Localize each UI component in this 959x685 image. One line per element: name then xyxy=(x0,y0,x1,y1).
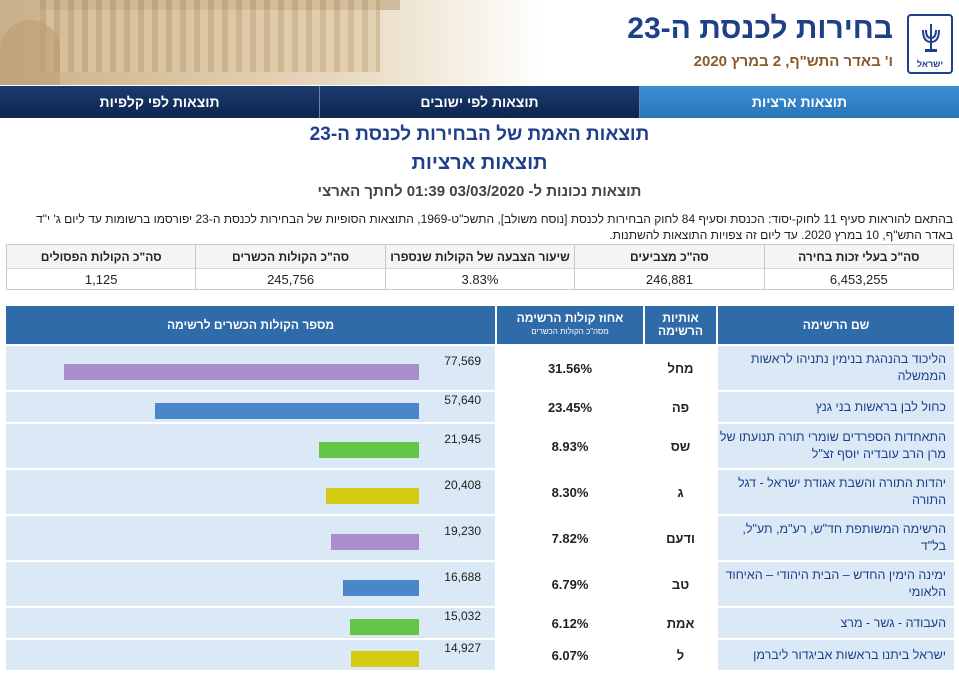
summary-label: סה"כ מצביעים xyxy=(575,245,764,269)
page-title: בחירות לכנסת ה-23 xyxy=(627,12,893,45)
vote-count: 15,032 xyxy=(444,609,481,623)
list-name[interactable]: הליכוד בהנהגת בנימין נתניהו לראשות הממשל… xyxy=(716,346,954,390)
vote-percentage: 8.30% xyxy=(495,470,643,514)
summary-label: שיעור הצבעה של הקולות שנספרו xyxy=(385,245,575,269)
results-updated-time: תוצאות נכונות ל- 03/03/2020 01:39 לחתך ה… xyxy=(317,183,642,200)
table-row[interactable]: ישראל ביתנו בראשות אביגדור ליברמן ל 6.07% 1… xyxy=(6,640,954,670)
summary-value: 246,881 xyxy=(575,269,764,289)
vote-percentage: 31.56% xyxy=(495,346,643,390)
vote-bar xyxy=(155,403,419,419)
list-name[interactable]: כחול לבן בראשות בני גנץ xyxy=(716,392,954,422)
list-letters: ודעם xyxy=(643,516,716,560)
header-list-name: שם הרשימה xyxy=(716,306,954,344)
knesset-photo xyxy=(0,0,545,85)
header-list-letters: אותיות הרשימה xyxy=(643,306,716,344)
table-row[interactable]: התאחדות הספרדים שומרי תורה תנועתו של מרן… xyxy=(6,424,954,468)
legal-note: בהתאם להוראות סעיף 11 לחוק-יסוד: הכנסת ו… xyxy=(36,212,953,242)
results-main-heading: תוצאות האמת של הבחירות לכנסת ה-23 xyxy=(309,124,650,145)
votes-bar-cell: 14,927 xyxy=(6,640,495,670)
summary-label: סה"כ הקולות הכשרים xyxy=(196,245,385,269)
vote-bar xyxy=(331,534,419,550)
votes-bar-cell: 57,640 xyxy=(6,392,495,422)
vote-percentage: 6.12% xyxy=(495,608,643,638)
tab-national-results[interactable]: תוצאות ארציות xyxy=(639,86,959,118)
page-header: ישראל בחירות לכנסת ה-23 ו' באדר התש"ף, 2… xyxy=(0,0,959,85)
vote-percentage: 8.93% xyxy=(495,424,643,468)
votes-bar-cell: 20,408 xyxy=(6,470,495,514)
main-nav: תוצאות ארציות תוצאות לפי ישובים תוצאות ל… xyxy=(0,86,959,118)
table-row[interactable]: העבודה - גשר - מרצ אמת 6.12% 15,032 xyxy=(6,608,954,638)
results-sub-heading: תוצאות ארציות xyxy=(411,152,548,174)
summary-turnout: שיעור הצבעה של הקולות שנספרו 3.83% xyxy=(384,245,575,289)
table-row[interactable]: יהדות התורה והשבת אגודת ישראל - דגל התור… xyxy=(6,470,954,514)
tab-results-by-locality[interactable]: תוצאות לפי ישובים xyxy=(319,86,639,118)
votes-bar-cell: 19,230 xyxy=(6,516,495,560)
summary-value: 6,453,255 xyxy=(764,269,953,289)
list-name[interactable]: התאחדות הספרדים שומרי תורה תנועתו של מרן… xyxy=(716,424,954,468)
vote-count: 16,688 xyxy=(444,570,481,584)
table-row[interactable]: ימינה הימין החדש – הבית היהודי – האיחוד … xyxy=(6,562,954,606)
vote-percentage: 7.82% xyxy=(495,516,643,560)
vote-bar xyxy=(319,442,419,458)
summary-invalid-votes: סה"כ הקולות הפסולים 1,125 xyxy=(6,245,196,289)
vote-count: 20,408 xyxy=(444,478,481,492)
header-valid-votes: מספר הקולות הכשרים לרשימה xyxy=(6,306,495,344)
vote-percentage: 6.07% xyxy=(495,640,643,670)
vote-count: 57,640 xyxy=(444,393,481,407)
votes-bar-cell: 77,569 xyxy=(6,346,495,390)
header-pct-label: אחוז קולות הרשימה xyxy=(516,311,624,325)
summary-eligible-voters: סה"כ בעלי זכות בחירה 6,453,255 xyxy=(763,245,953,289)
results-rows: הליכוד בהנהגת בנימין נתניהו לראשות הממשל… xyxy=(6,346,954,670)
header-vote-percentage: אחוז קולות הרשימה מסה"כ הקולות הכשרים xyxy=(495,306,643,344)
list-name[interactable]: העבודה - גשר - מרצ xyxy=(716,608,954,638)
summary-value: 1,125 xyxy=(6,269,196,289)
list-letters: מחל xyxy=(643,346,716,390)
votes-bar-cell: 15,032 xyxy=(6,608,495,638)
votes-bar-cell: 16,688 xyxy=(6,562,495,606)
votes-bar-cell: 21,945 xyxy=(6,424,495,468)
list-letters: טב xyxy=(643,562,716,606)
vote-bar xyxy=(351,651,419,667)
summary-table: סה"כ בעלי זכות בחירה 6,453,255 סה"כ מצבי… xyxy=(6,244,954,290)
vote-count: 21,945 xyxy=(444,432,481,446)
list-name[interactable]: הרשימה המשותפת חד"ש, רע"מ, תע"ל, בל"ד xyxy=(716,516,954,560)
emblem-label: ישראל xyxy=(916,59,944,69)
list-name[interactable]: ימינה הימין החדש – הבית היהודי – האיחוד … xyxy=(716,562,954,606)
table-row[interactable]: הליכוד בהנהגת בנימין נתניהו לראשות הממשל… xyxy=(6,346,954,390)
state-emblem-icon: ישראל xyxy=(907,14,953,74)
vote-bar xyxy=(343,580,419,596)
election-date: ו' באדר התש"ף, 2 במרץ 2020 xyxy=(693,53,893,70)
table-row[interactable]: הרשימה המשותפת חד"ש, רע"מ, תע"ל, בל"ד ודע… xyxy=(6,516,954,560)
vote-count: 19,230 xyxy=(444,524,481,538)
list-letters: ל xyxy=(643,640,716,670)
results-table: שם הרשימה אותיות הרשימה אחוז קולות הרשימ… xyxy=(6,306,954,670)
vote-bar xyxy=(350,619,419,635)
summary-valid-votes: סה"כ הקולות הכשרים 245,756 xyxy=(195,245,385,289)
summary-total-voters: סה"כ מצביעים 246,881 xyxy=(574,245,764,289)
results-table-header: שם הרשימה אותיות הרשימה אחוז קולות הרשימ… xyxy=(6,306,954,344)
vote-count: 14,927 xyxy=(444,641,481,655)
list-letters: שס xyxy=(643,424,716,468)
list-name[interactable]: יהדות התורה והשבת אגודת ישראל - דגל התור… xyxy=(716,470,954,514)
table-row[interactable]: כחול לבן בראשות בני גנץ פה 23.45% 57,640 xyxy=(6,392,954,422)
vote-bar xyxy=(64,364,419,380)
vote-percentage: 23.45% xyxy=(495,392,643,422)
list-name[interactable]: ישראל ביתנו בראשות אביגדור ליברמן xyxy=(716,640,954,670)
tab-results-by-ballot[interactable]: תוצאות לפי קלפיות xyxy=(99,94,220,110)
summary-label: סה"כ בעלי זכות בחירה xyxy=(764,245,953,269)
list-letters: אמת xyxy=(643,608,716,638)
list-letters: פה xyxy=(643,392,716,422)
vote-bar xyxy=(326,488,419,504)
summary-value: 245,756 xyxy=(196,269,385,289)
vote-percentage: 6.79% xyxy=(495,562,643,606)
list-letters: ג xyxy=(643,470,716,514)
summary-label: סה"כ הקולות הפסולים xyxy=(6,245,196,269)
vote-count: 77,569 xyxy=(444,354,481,368)
summary-value: 3.83% xyxy=(385,269,575,289)
header-pct-sublabel: מסה"כ הקולות הכשרים xyxy=(531,327,609,336)
